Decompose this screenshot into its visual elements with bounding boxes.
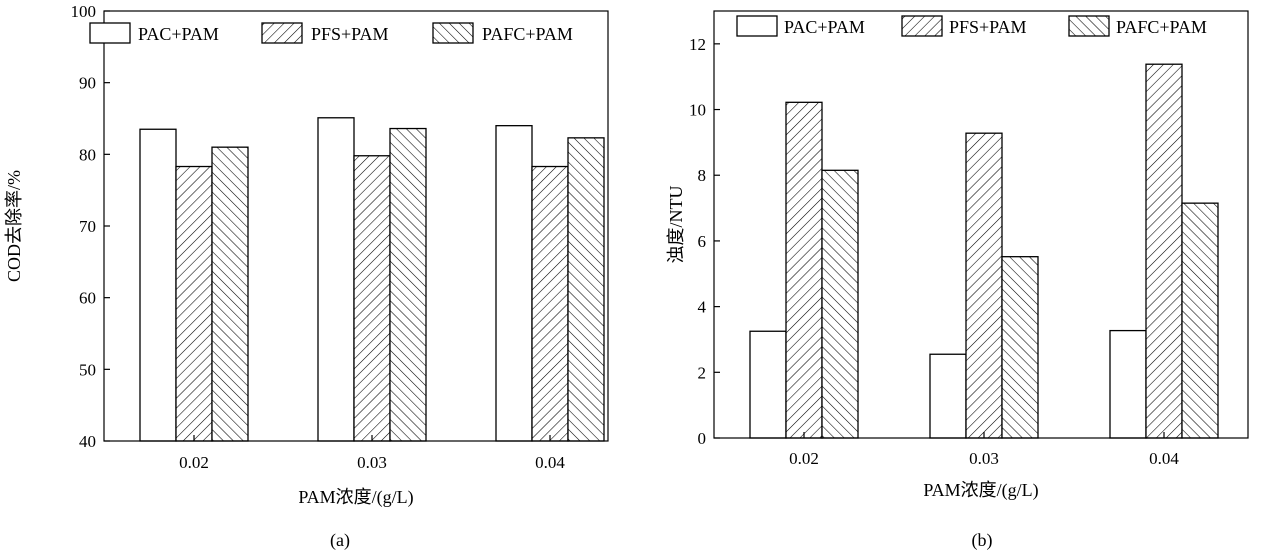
legend-label: PAC+PAM xyxy=(138,24,219,44)
bar xyxy=(965,132,1003,439)
x-axis-label: PAM浓度/(g/L) xyxy=(298,487,413,508)
bar xyxy=(211,146,249,442)
legend-label: PAFC+PAM xyxy=(482,24,573,44)
y-tick-label: 100 xyxy=(71,2,97,21)
y-tick-label: 2 xyxy=(698,363,707,382)
y-tick-label: 8 xyxy=(698,166,707,185)
y-tick-label: 70 xyxy=(79,217,96,236)
bar xyxy=(1001,256,1039,439)
bar xyxy=(1181,202,1219,439)
y-tick-label: 60 xyxy=(79,289,96,308)
y-tick-label: 0 xyxy=(698,429,707,448)
figure-caption: (b) xyxy=(972,530,993,551)
legend-label: PAC+PAM xyxy=(784,17,865,37)
y-tick-label: 12 xyxy=(689,35,706,54)
legend-label: PAFC+PAM xyxy=(1116,17,1207,37)
turbidity-chart: 0 2 4 6 8 10 12 0.02 0.03 0.04 PAM浓度/(g/L) 浊度/NTU (b… xyxy=(666,10,1249,551)
legend-swatch xyxy=(432,22,474,44)
cod-removal-chart: 40 50 60 70 80 90 100 0.02 0.03 0.04 PAM浓度/(g/L) CO… xyxy=(4,2,609,551)
bar xyxy=(389,127,427,442)
y-tick-label: 10 xyxy=(689,101,706,120)
legend-label: PFS+PAM xyxy=(311,24,389,44)
legend-label: PFS+PAM xyxy=(949,17,1027,37)
plot-frame xyxy=(713,10,1249,439)
y-tick-label: 50 xyxy=(79,360,96,379)
legend-swatch xyxy=(736,15,778,37)
y-tick-label: 90 xyxy=(79,74,96,93)
y-tick-label: 80 xyxy=(79,145,96,164)
bar xyxy=(139,128,177,442)
x-tick-label: 0.04 xyxy=(1149,449,1179,468)
bar xyxy=(495,125,533,442)
bar xyxy=(353,155,391,442)
bar xyxy=(531,165,569,442)
bar xyxy=(821,169,859,439)
x-axis-label: PAM浓度/(g/L) xyxy=(923,480,1038,501)
bar xyxy=(1145,63,1183,439)
legend-swatch xyxy=(1068,15,1110,37)
y-axis-label: COD去除率/% xyxy=(4,170,24,282)
y-axis-label: 浊度/NTU xyxy=(666,186,686,264)
bar xyxy=(749,330,787,439)
bar xyxy=(1109,329,1147,439)
legend-swatch xyxy=(261,22,303,44)
x-tick-label: 0.03 xyxy=(357,453,387,472)
x-tick-label: 0.02 xyxy=(789,449,819,468)
x-tick-label: 0.04 xyxy=(535,453,565,472)
legend-swatch xyxy=(901,15,943,37)
bar xyxy=(317,117,355,442)
figure-caption: (a) xyxy=(330,530,350,551)
x-tick-label: 0.02 xyxy=(179,453,209,472)
bar xyxy=(785,101,823,439)
y-tick-label: 6 xyxy=(698,232,707,251)
bar xyxy=(175,165,213,442)
bar xyxy=(567,137,605,442)
bar xyxy=(929,353,967,439)
legend-swatch xyxy=(89,22,131,44)
y-tick-label: 4 xyxy=(698,298,707,317)
x-tick-label: 0.03 xyxy=(969,449,999,468)
y-tick-label: 40 xyxy=(79,432,96,451)
